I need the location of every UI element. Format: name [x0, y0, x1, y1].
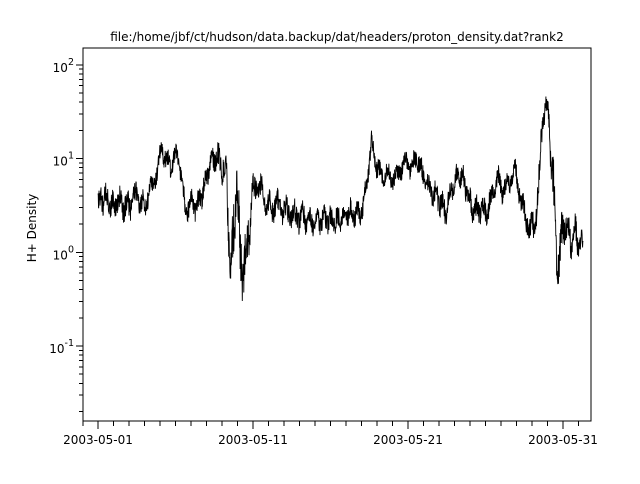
x-tick-label: 2003-05-21: [373, 433, 443, 447]
x-axis-ticks: [82, 421, 579, 429]
x-tick-label: 2003-05-31: [528, 433, 598, 447]
x-tick-label: 2003-05-01: [63, 433, 133, 447]
x-axis-tick-labels: 2003-05-01 2003-05-11 2003-05-21 2003-05-31: [63, 433, 598, 447]
y-axis-ticks: [76, 64, 83, 412]
y-tick-label: 10-1: [49, 338, 74, 356]
plot-title: file:/home/jbf/ct/hudson/data.backup/dat…: [110, 30, 564, 44]
data-series-line: [97, 96, 584, 302]
y-tick-label: 102: [53, 57, 74, 75]
x-tick-label: 2003-05-11: [218, 433, 288, 447]
y-axis-tick-labels: 102 101 100 10-1: [49, 57, 74, 356]
y-tick-label: 101: [53, 151, 74, 169]
plot-border: [82, 47, 592, 422]
y-axis-title: H+ Density: [25, 194, 39, 263]
y-tick-label: 100: [53, 244, 74, 262]
